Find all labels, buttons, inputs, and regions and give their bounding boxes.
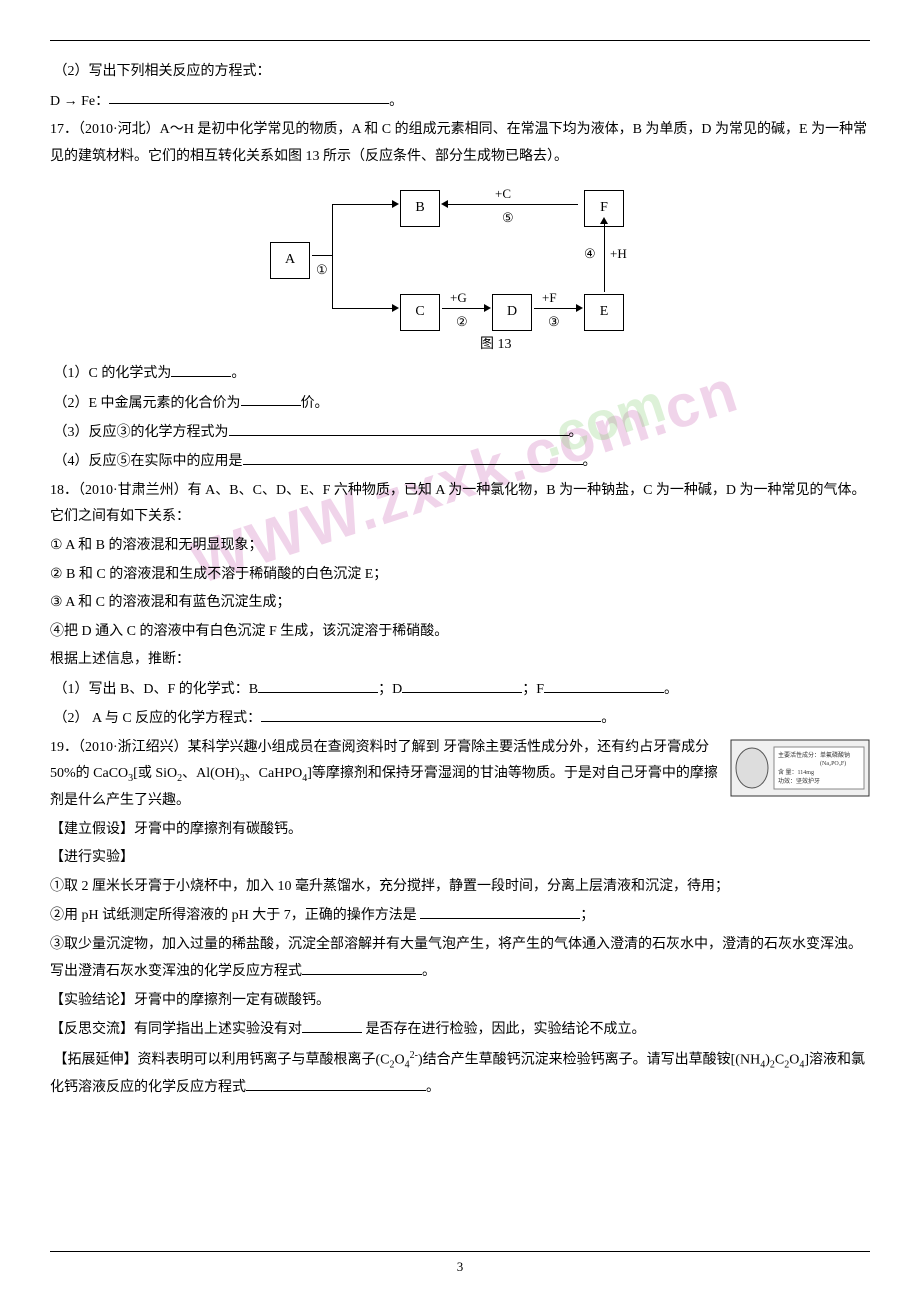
q17-p3: （3）反应③的化学方程式为。 — [50, 419, 870, 446]
q18-stem: 18．（2010·甘肃兰州）有 A、B、C、D、E、F 六种物质，已知 A 为一… — [50, 478, 870, 531]
q19-block: 主要活性成分：单氟磷酸钠 (Na₂PO₃F) 含 量：114mg 功效：坚效护牙… — [50, 735, 870, 817]
q18-i4: ④把 D 通入 C 的溶液中有白色沉淀 F 生成，该沉淀溶于稀硝酸。 — [50, 619, 870, 646]
q19-s2: ②用 pH 试纸测定所得溶液的 pH 大于 7，正确的操作方法是 ； — [50, 902, 870, 929]
diagram-caption: 图 13 — [480, 332, 512, 359]
q18-i1: ① A 和 B 的溶液混和无明显现象； — [50, 533, 870, 560]
svg-text:功效：坚效护牙: 功效：坚效护牙 — [778, 777, 820, 785]
diagram-label-5: ⑤ — [502, 206, 514, 231]
bottom-rule — [50, 1251, 870, 1252]
toothpaste-image: 主要活性成分：单氟磷酸钠 (Na₂PO₃F) 含 量：114mg 功效：坚效护牙 — [730, 739, 870, 797]
q18-p2: （2） A 与 C 反应的化学方程式：。 — [50, 705, 870, 732]
svg-text:主要活性成分：单氟磷酸钠: 主要活性成分：单氟磷酸钠 — [778, 751, 850, 759]
diagram-label-1: ① — [316, 258, 328, 283]
q17-p1: （1）C 的化学式为。 — [50, 360, 870, 387]
q19-hyp: 【建立假设】牙膏中的摩擦剂有碳酸钙。 — [50, 817, 870, 844]
q19-s1: ①取 2 厘米长牙膏于小烧杯中，加入 10 毫升蒸馏水，充分搅拌，静置一段时间，… — [50, 874, 870, 901]
q18-i2: ② B 和 C 的溶液混和生成不溶于稀硝酸的白色沉淀 E； — [50, 562, 870, 589]
diagram-label-plusC: +C — [495, 182, 511, 207]
q17-p2: （2）E 中金属元素的化合价为价。 — [50, 390, 870, 417]
diagram-label-3: ③ — [548, 310, 560, 335]
diagram-node-d: D — [492, 294, 532, 331]
q18-p1: （1）写出 B、D、F 的化学式：B；D；F。 — [50, 676, 870, 703]
diagram-node-c: C — [400, 294, 440, 331]
page-number: 3 — [0, 1255, 920, 1280]
document-content: （2）写出下列相关反应的方程式： D → Fe：。 17．（2010·河北）A～… — [50, 40, 870, 1102]
diagram-node-b: B — [400, 190, 440, 227]
diagram-label-2: ② — [456, 310, 468, 335]
q16-dfe: D → Fe：。 — [50, 88, 870, 115]
q18-infer: 根据上述信息，推断： — [50, 647, 870, 674]
diagram-label-plusH: +H — [610, 242, 627, 267]
diagram-label-plusG: +G — [450, 286, 467, 311]
q19-exp-label: 【进行实验】 — [50, 845, 870, 872]
diagram-node-e: E — [584, 294, 624, 331]
top-rule — [50, 40, 870, 41]
svg-text:含 量：114mg: 含 量：114mg — [778, 768, 814, 776]
diagram-label-4: ④ — [584, 242, 596, 267]
q19-ext: 【拓展延伸】资料表明可以利用钙离子与草酸根离子(C2O42-)结合产生草酸钙沉淀… — [50, 1046, 870, 1102]
diagram-label-plusF: +F — [542, 286, 557, 311]
q18-i3: ③ A 和 C 的溶液混和有蓝色沉淀生成； — [50, 590, 870, 617]
q17-diagram: A B C D E F ① +C ⑤ +G ② +F ③ — [270, 180, 650, 360]
q19-reflect: 【反思交流】有同学指出上述实验没有对 是否存在进行检验，因此，实验结论不成立。 — [50, 1016, 870, 1043]
q17-stem: 17．（2010·河北）A～H 是初中化学常见的物质，A 和 C 的组成元素相同… — [50, 117, 870, 170]
q16-part2: （2）写出下列相关反应的方程式： — [50, 59, 870, 86]
svg-text:(Na₂PO₃F): (Na₂PO₃F) — [820, 760, 846, 767]
q19-s3: ③取少量沉淀物，加入过量的稀盐酸，沉淀全部溶解并有大量气泡产生，将产生的气体通入… — [50, 932, 870, 986]
diagram-node-a: A — [270, 242, 310, 279]
q17-p4: （4）反应⑤在实际中的应用是。 — [50, 448, 870, 475]
q19-concl: 【实验结论】牙膏中的摩擦剂一定有碳酸钙。 — [50, 988, 870, 1015]
